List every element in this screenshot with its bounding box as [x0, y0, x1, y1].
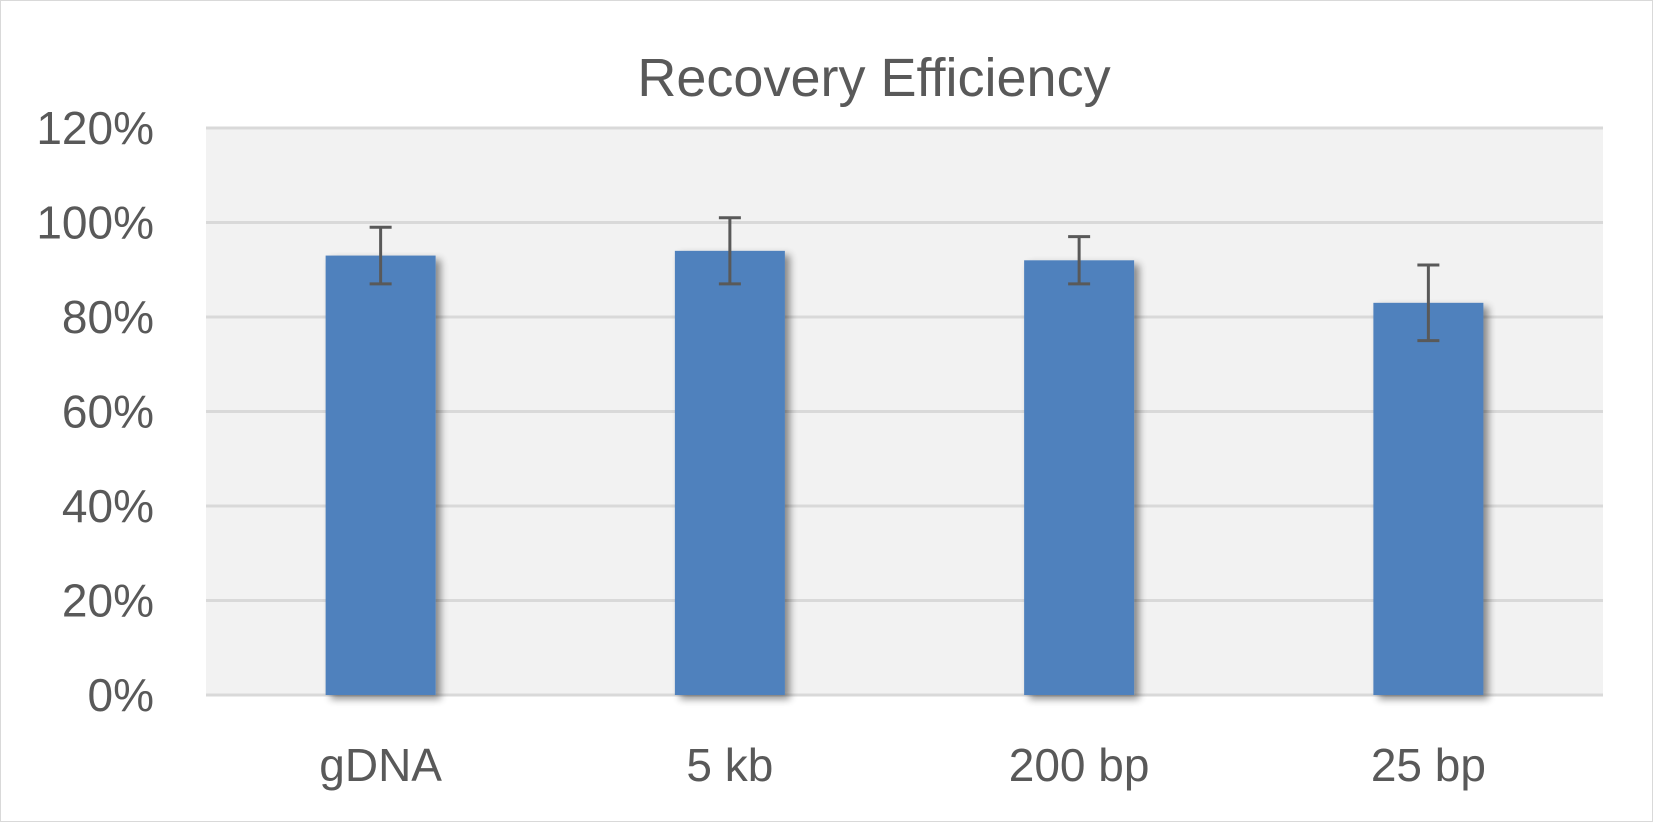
x-category-label: 25 bp — [1371, 739, 1486, 791]
bar — [325, 255, 436, 695]
bars — [325, 250, 1484, 695]
bar — [674, 250, 785, 695]
x-axis-category-labels: gDNA 5 kb 200 bp 25 bp — [319, 739, 1486, 791]
error-bar — [1417, 263, 1440, 343]
chart-title: Recovery Efficiency — [637, 48, 1110, 108]
y-tick-label: 0% — [88, 669, 154, 721]
bar — [1024, 260, 1135, 695]
y-tick-label: 120% — [36, 102, 154, 154]
y-tick-label: 60% — [62, 386, 154, 438]
error-bar — [718, 216, 741, 286]
y-axis-tick-labels: 0% 20% 40% 60% 80% 100% 120% — [36, 102, 154, 721]
bar — [1373, 302, 1484, 695]
x-category-label: 5 kb — [686, 739, 773, 791]
y-tick-label: 80% — [62, 291, 154, 343]
x-category-label: 200 bp — [1009, 739, 1150, 791]
y-tick-label: 40% — [62, 480, 154, 532]
y-tick-label: 20% — [62, 575, 154, 627]
y-tick-label: 100% — [36, 197, 154, 249]
gridlines — [206, 126, 1603, 697]
error-bar — [1068, 235, 1091, 286]
error-bars — [369, 216, 1440, 343]
error-bar — [369, 225, 392, 286]
x-category-label: gDNA — [319, 739, 442, 791]
